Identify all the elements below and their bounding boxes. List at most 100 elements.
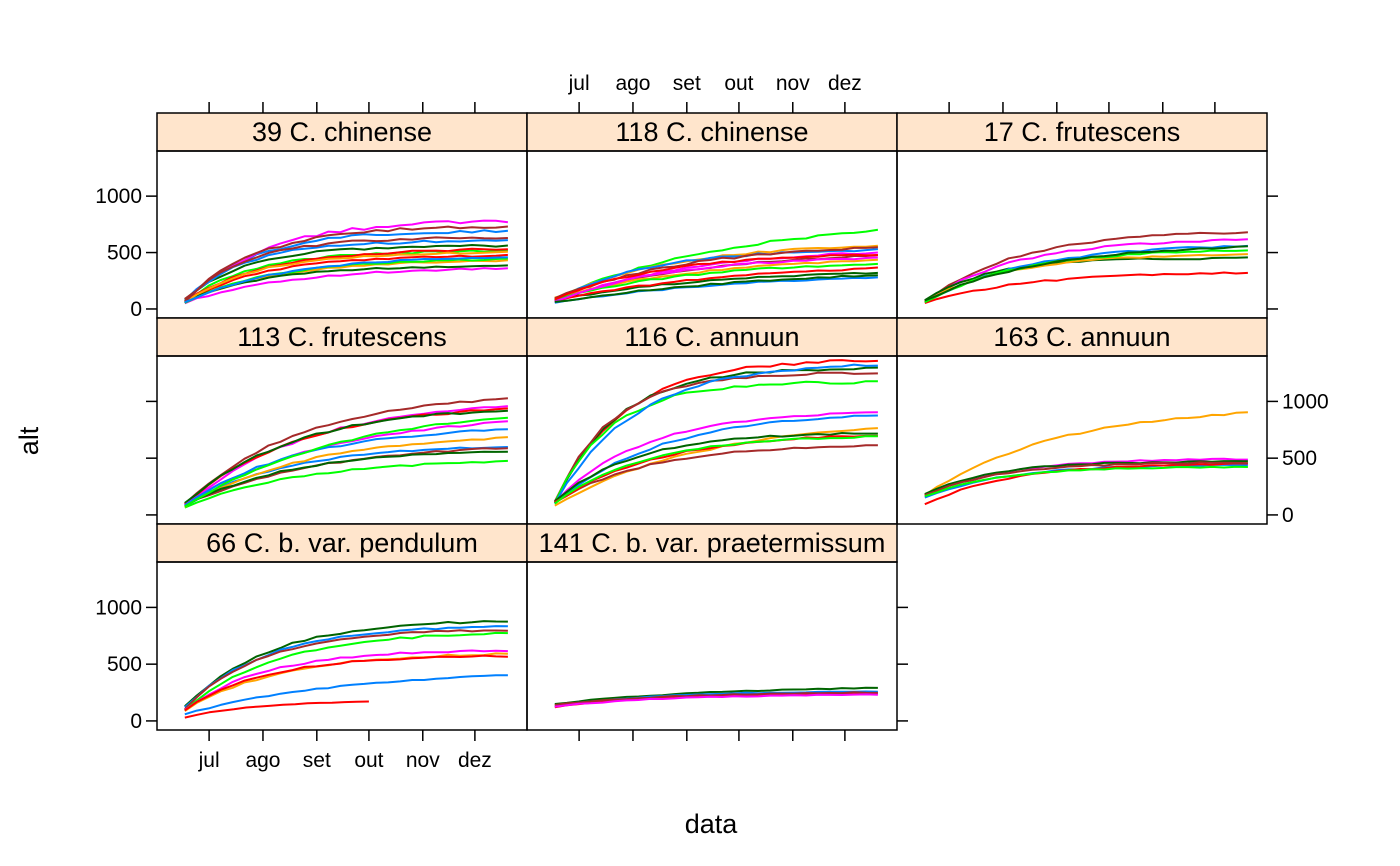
series-line [924,238,1248,303]
panel-strip-label: 113 C. frutescens [237,322,447,352]
x-tick-label: set [303,749,331,772]
series-line [554,432,878,502]
x-tick-label: ago [615,72,650,95]
series-line [554,691,878,706]
series-line [184,409,508,504]
series-line [553,366,878,504]
series-line [924,271,1248,305]
series-line [184,256,508,304]
panel-strip [156,112,528,152]
series-line [553,380,878,504]
panels-layer: 39 C. chinense 118 C. chinense 17 C. frute… [156,112,1268,731]
panel-strip [156,523,528,563]
series-line [554,274,878,303]
x-tick-label: set [673,72,701,95]
y-tick-label: 0 [130,298,142,321]
series-line [184,436,508,508]
series-line [184,249,508,302]
panel-series-group [924,411,1248,506]
panel-series-group [184,397,508,509]
panel-strip-label: 39 C. chinense [252,117,432,147]
series-line [184,428,508,507]
series-line [554,266,878,303]
series-line [554,228,879,301]
y-tick-label: 0 [1282,504,1294,527]
series-line [924,461,1248,497]
panel-strip-label: 116 C. annuun [624,322,799,352]
series-line [184,459,508,509]
panel-strip [896,317,1268,357]
series-line [184,219,509,302]
panel-series-group [184,219,509,305]
x-tick-label: jul [198,749,220,772]
series-line [184,250,508,304]
series-line [184,397,508,505]
y-tick-label: 500 [1282,447,1317,470]
y-tick-label: 500 [107,653,142,676]
series-line [184,253,508,303]
panel-border [526,561,898,731]
series-line [184,700,369,719]
series-line [554,693,878,708]
panel-series-group [553,359,878,507]
y-tick-label: 1000 [95,185,142,208]
series-line [184,236,508,303]
series-line [924,460,1248,496]
x-tick-label: jul [568,72,590,95]
x-tick-label: out [724,72,753,95]
y-axis-title: alt [14,426,44,455]
panel-series-group [554,228,879,304]
y-tick-label: 1000 [95,596,142,619]
series-line [184,446,508,508]
series-line [184,674,508,716]
series-line [553,363,878,505]
panel-strip-label: 17 C. frutescens [984,117,1181,147]
series-line [554,434,878,504]
series-line [184,649,508,711]
series-line [184,629,508,710]
y-tick-label: 0 [130,710,142,733]
series-line [924,411,1248,497]
panel-strip-label: 66 C. b. var. pendulum [206,528,478,558]
series-line [184,244,508,300]
series-line [924,465,1248,498]
series-line [184,416,508,508]
panel-border [896,150,1268,319]
x-tick-label: ago [245,749,280,772]
panel-series-group [554,686,878,709]
series-line [184,225,508,300]
series-line [554,435,878,505]
series-line [184,625,508,708]
series-line [184,267,508,305]
x-tick-label: out [354,749,383,772]
series-line [554,686,878,705]
series-line [184,631,508,711]
x-tick-label: nov [406,749,440,772]
panel-strip-label: 163 C. annuun [993,322,1170,352]
panel-strip [526,523,898,563]
series-line [924,245,1248,302]
y-tick-label: 1000 [1282,390,1329,413]
series-line [554,248,878,303]
series-line [184,620,508,707]
panel-series-group [184,620,508,719]
series-line [554,411,878,504]
series-line [554,262,878,301]
series-line [184,450,508,507]
panel-strip-label: 141 C. b. var. praetermissum [539,528,886,558]
panel-border [896,355,1268,525]
x-tick-label: nov [776,72,810,95]
panel-strip [896,112,1268,152]
panel-strip-label: 118 C. chinense [615,117,808,147]
series-line [554,253,878,301]
x-tick-label: dez [458,749,492,772]
y-tick-label: 500 [107,242,142,265]
series-line [184,654,508,712]
series-line [924,256,1248,302]
x-axis-title: data [685,809,739,839]
series-line [924,231,1248,302]
panel-series-group [924,231,1248,305]
series-line [554,256,878,303]
